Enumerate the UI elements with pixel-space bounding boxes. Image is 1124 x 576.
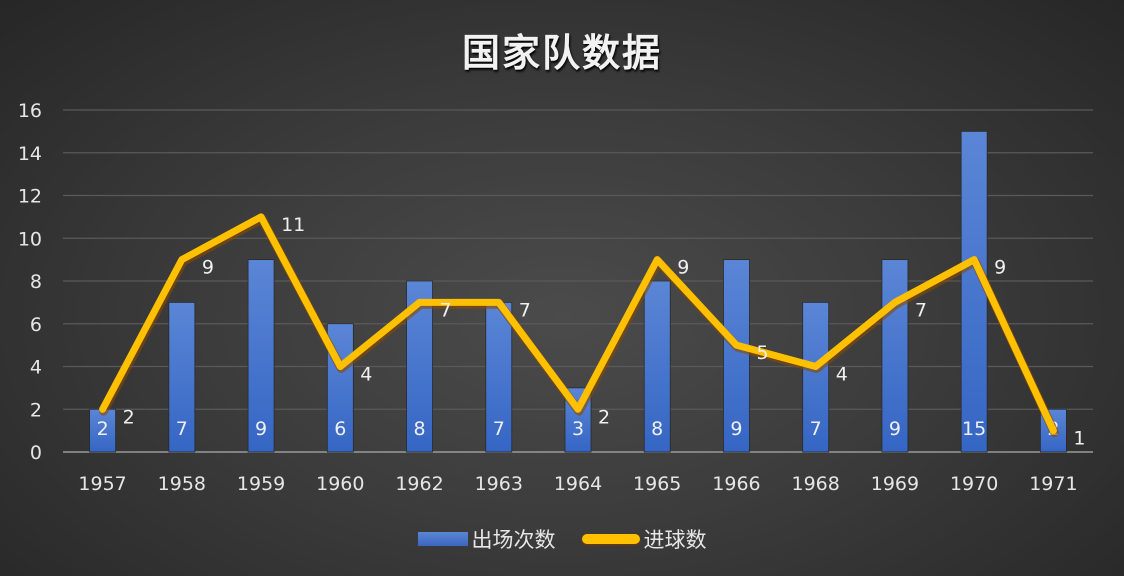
y-tick-label: 8 [30,271,42,293]
line-series [99,213,1059,438]
x-tick-label: 1958 [158,473,206,495]
y-tick-label: 0 [30,442,42,464]
bar-swatch-icon [417,532,468,546]
line-path[interactable] [99,213,1057,435]
bar[interactable] [960,130,988,453]
x-tick-label: 1968 [792,473,840,495]
line-value-label: 9 [994,257,1006,279]
x-axis-labels: 1957 1958 1959 1960 1962 1963 1964 1965 1966 1968… [78,473,1077,495]
y-tick-label: 4 [30,357,42,379]
y-tick-label: 12 [18,186,42,208]
bar-value-label: 7 [810,418,822,440]
bar-value-label: 6 [334,418,346,440]
line-swatch-icon [581,534,640,544]
bar[interactable] [247,259,275,453]
bar[interactable] [643,280,671,453]
x-tick-label: 1971 [1029,473,1077,495]
bar[interactable] [881,259,909,453]
chart-title: 国家队数据 [461,31,662,75]
y-axis-labels: 0 2 4 6 8 10 12 14 16 [18,100,42,464]
bar-value-label: 9 [889,418,901,440]
bar-value-label: 9 [255,418,267,440]
bar-value-label: 2 [97,418,109,440]
legend-line-label: 进球数 [643,528,707,552]
x-tick-label: 1959 [237,473,285,495]
line-value-label: 7 [915,299,927,321]
y-tick-label: 16 [18,100,42,122]
bar[interactable] [168,301,196,453]
line-value-label: 4 [360,364,372,386]
bar[interactable] [723,259,750,453]
bar-data-labels: 2 7 9 6 8 7 3 8 9 7 9 15 2 [97,418,1060,440]
y-tick-label: 14 [18,143,42,165]
line-value-label: 1 [1073,428,1085,450]
line-value-label: 9 [677,257,689,279]
line-value-label: 9 [202,257,214,279]
bar[interactable] [802,301,830,453]
bar-value-label: 9 [730,418,742,440]
line-data-labels: 2 9 11 4 7 7 2 9 5 4 7 9 1 [123,214,1086,450]
legend-bar-label: 出场次数 [471,528,556,552]
bar[interactable] [89,408,117,453]
legend-item-line[interactable]: 进球数 [581,524,707,554]
line-value-label: 5 [756,342,768,364]
x-tick-label: 1957 [78,473,126,495]
legend-item-bar[interactable]: 出场次数 [417,524,556,554]
x-tick-label: 1970 [950,473,998,495]
y-tick-label: 10 [18,228,42,250]
bar[interactable] [485,301,513,453]
x-tick-label: 1966 [712,473,760,495]
y-tick-label: 6 [30,314,42,336]
line-value-label: 11 [281,214,305,236]
bar-value-label: 8 [413,418,425,440]
bar-value-label: 3 [572,418,584,440]
line-value-label: 2 [123,406,135,428]
x-tick-label: 1960 [316,473,364,495]
bar-value-label: 7 [176,418,188,440]
bar-value-label: 8 [651,418,663,440]
x-tick-label: 1965 [633,473,681,495]
bar-value-label: 7 [493,418,505,440]
line-value-label: 7 [440,299,452,321]
legend: 出场次数 进球数 [0,524,1124,554]
bar-value-label: 15 [962,418,986,440]
x-tick-label: 1963 [475,473,523,495]
x-tick-label: 1962 [395,473,443,495]
y-tick-label: 2 [30,399,42,421]
x-tick-label: 1964 [554,473,602,495]
gridlines [63,109,1093,453]
line-value-label: 2 [598,406,610,428]
line-value-label: 7 [519,299,531,321]
line-value-label: 4 [836,364,848,386]
x-tick-label: 1969 [871,473,919,495]
